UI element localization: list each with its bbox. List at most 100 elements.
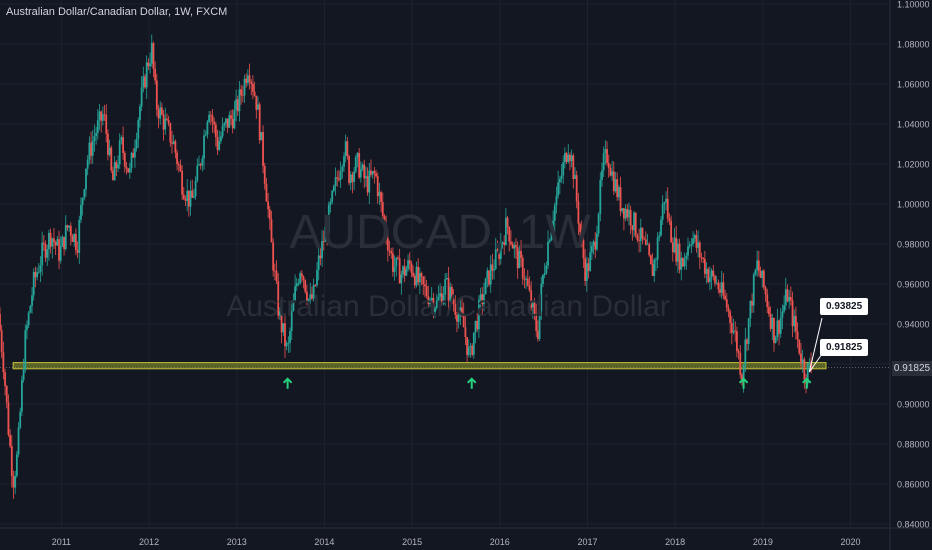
candle-body xyxy=(154,69,156,81)
candle-body xyxy=(26,325,28,330)
candle-body xyxy=(689,245,691,246)
candle-body xyxy=(171,142,173,143)
candle-body xyxy=(513,245,515,248)
candle-body xyxy=(530,291,532,308)
candle-body xyxy=(19,412,21,428)
candle-body xyxy=(400,274,402,283)
candle-body xyxy=(139,106,141,120)
candle-body xyxy=(679,244,681,270)
candle-body xyxy=(581,232,583,240)
candle-body xyxy=(797,332,799,340)
candle-body xyxy=(778,320,780,333)
candle-body xyxy=(623,208,625,218)
candle-body xyxy=(370,171,372,175)
candle-body xyxy=(463,314,465,327)
candle-body xyxy=(85,169,87,190)
candle-body xyxy=(584,258,586,281)
candle-body xyxy=(149,64,151,67)
candle-body xyxy=(471,346,473,355)
candle-body xyxy=(630,210,632,226)
candle-body xyxy=(330,202,332,205)
candle-body xyxy=(65,225,67,249)
candle-body xyxy=(756,261,758,270)
candle-body xyxy=(704,259,706,274)
candle-body xyxy=(763,271,765,288)
candle-body xyxy=(589,252,591,270)
candle-body xyxy=(787,289,789,301)
candle-body xyxy=(537,331,539,339)
candle-body xyxy=(626,209,628,217)
candle-body xyxy=(180,165,182,170)
candle-body xyxy=(191,191,193,198)
last-price-tag: 0.91825 xyxy=(892,361,932,376)
candle-body xyxy=(46,249,48,257)
candle-body xyxy=(746,340,748,344)
annotation-label-upper[interactable]: 0.93825 xyxy=(820,298,868,315)
candle-body xyxy=(109,148,111,155)
candle-body xyxy=(372,171,374,175)
candle-body xyxy=(40,265,42,272)
candle-body xyxy=(28,313,30,326)
candle-body xyxy=(53,238,55,241)
candle-body xyxy=(282,323,284,332)
candle-body xyxy=(554,205,556,221)
candle-body xyxy=(77,250,79,252)
y-tick-label: 1.04000 xyxy=(897,120,930,130)
candle-body xyxy=(717,283,719,290)
candle-body xyxy=(712,271,714,276)
candle-body xyxy=(682,258,684,266)
candle-body xyxy=(652,264,654,276)
candle-body xyxy=(599,180,601,214)
candle-body xyxy=(701,257,703,258)
candle-body xyxy=(672,242,674,252)
candle-body xyxy=(493,269,495,271)
candle-body xyxy=(770,314,772,329)
candle-body xyxy=(134,148,136,157)
candle-body xyxy=(58,239,60,261)
candle-body xyxy=(31,295,33,306)
y-tick-label: 0.94000 xyxy=(897,320,930,330)
candle-body xyxy=(142,76,144,87)
candle-body xyxy=(508,227,510,241)
candle-body xyxy=(323,241,325,242)
candle-body xyxy=(417,267,419,282)
candle-body xyxy=(298,283,300,284)
candle-body xyxy=(577,201,579,223)
candle-body xyxy=(90,143,92,156)
candle-body xyxy=(164,119,166,130)
candle-body xyxy=(736,331,738,351)
candle-body xyxy=(459,307,461,314)
candle-body xyxy=(765,287,767,294)
candle-body xyxy=(277,281,279,315)
candle-body xyxy=(476,321,478,329)
candle-body xyxy=(201,158,203,165)
candle-body xyxy=(586,263,588,281)
candle-body xyxy=(355,157,357,171)
candle-body xyxy=(348,156,350,183)
candle-body xyxy=(524,279,526,280)
candle-body xyxy=(510,242,512,244)
candle-body xyxy=(289,331,291,343)
candle-body xyxy=(539,311,541,339)
annotation-label-lower[interactable]: 0.91825 xyxy=(820,339,868,356)
candle-body xyxy=(427,296,429,304)
candle-body xyxy=(525,279,527,280)
candle-body xyxy=(9,435,11,446)
candle-body xyxy=(228,115,230,128)
candle-body xyxy=(768,307,770,314)
candle-body xyxy=(734,331,736,332)
candle-body xyxy=(731,323,733,333)
candle-body xyxy=(360,169,362,177)
candle-body xyxy=(247,75,249,83)
candle-body xyxy=(650,255,652,264)
candle-body xyxy=(404,266,406,275)
candle-body xyxy=(788,297,790,301)
candle-body xyxy=(448,278,450,300)
candle-body xyxy=(529,286,531,291)
candle-body xyxy=(294,286,296,300)
candle-body xyxy=(276,271,278,281)
candle-body xyxy=(80,205,82,220)
candle-body xyxy=(18,428,20,455)
